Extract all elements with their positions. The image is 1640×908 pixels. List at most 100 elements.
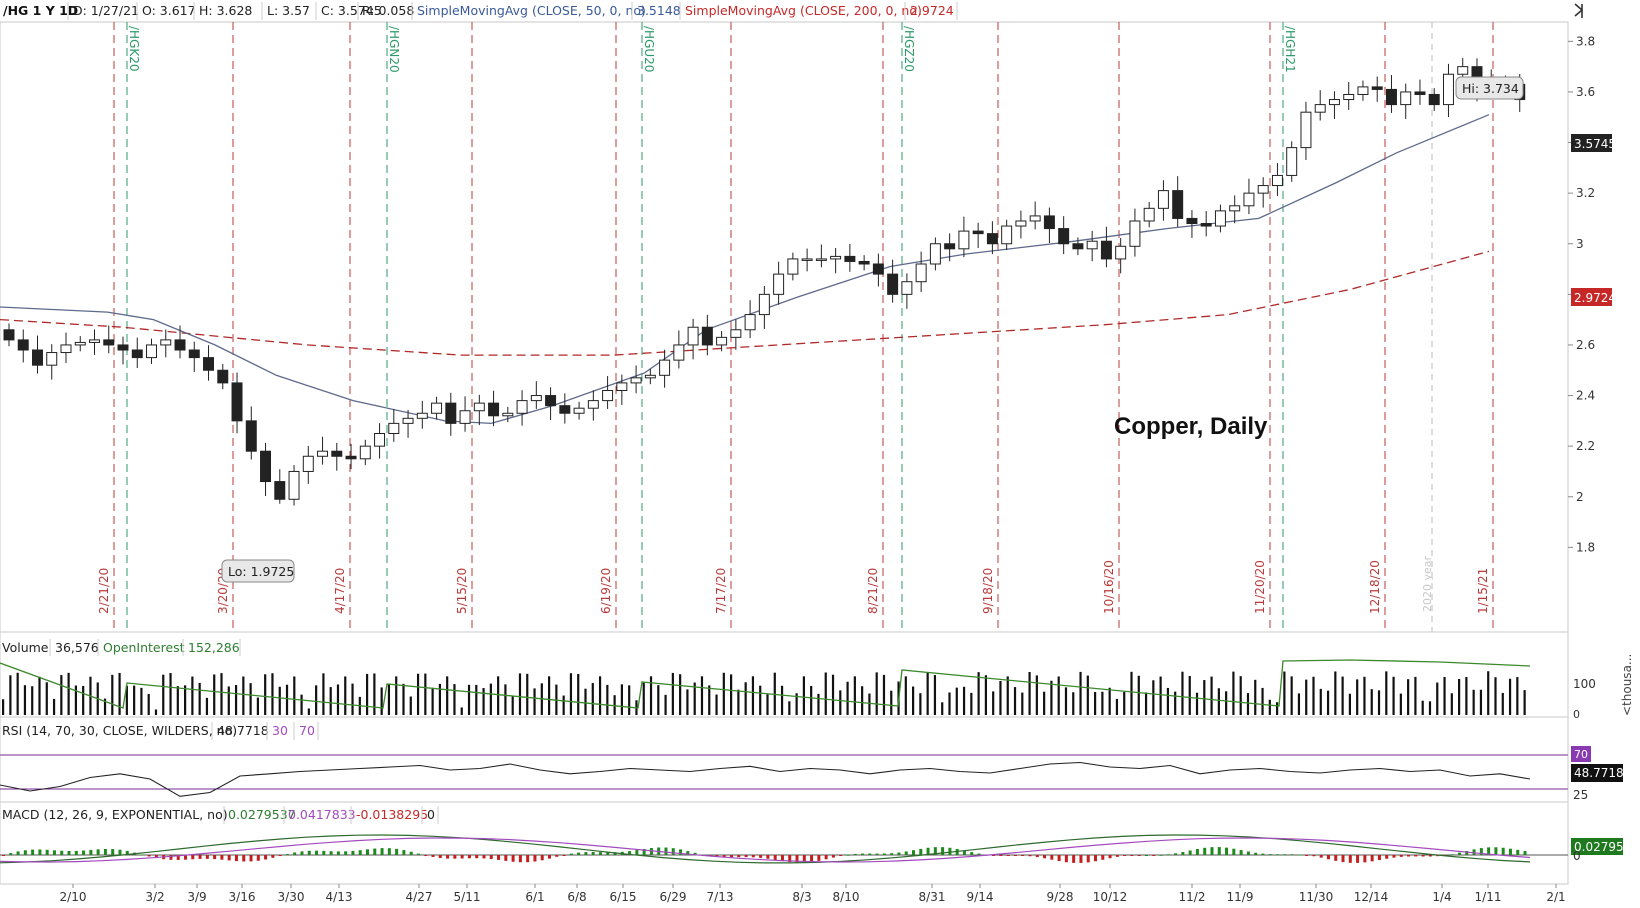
volume-bar [220, 673, 223, 715]
candle-body [203, 357, 215, 371]
macd-hist-bar [424, 855, 428, 856]
macd-hist-bar [912, 850, 915, 855]
macd-hist-bar [1377, 855, 1381, 861]
volume-bar [1079, 671, 1082, 715]
volume-bar [1290, 676, 1293, 715]
low-bubble-label: Lo: 1.9725 [228, 564, 294, 579]
x-tick-label: 8/31 [919, 890, 946, 904]
macd-avg-line [0, 837, 1531, 863]
volume-bar [23, 685, 27, 715]
macd-hist-bar [526, 855, 530, 863]
volume-value: 36,576 [55, 640, 99, 655]
macd-hist-bar [351, 850, 355, 855]
candle-body [1001, 225, 1013, 245]
sma200-label[interactable]: SimpleMovingAvg (CLOSE, 200, 0, no) [685, 3, 922, 18]
candle-body [587, 400, 599, 409]
symbol-label[interactable]: /HG 1 Y 1D [3, 3, 78, 18]
macd-hist-bar [431, 855, 435, 857]
macd-hist-bar [1137, 855, 1141, 856]
candle-body [445, 402, 457, 424]
volume-bar [1261, 687, 1264, 715]
x-tick-label: 11/2 [1179, 890, 1206, 904]
rsi-upper-tag: 70 [1571, 746, 1591, 762]
volume-bar [810, 685, 813, 715]
red-event-label: 8/21/20 [866, 568, 880, 614]
candle-body [901, 281, 913, 295]
macd-hist-bar [1217, 847, 1221, 855]
macd-hist-bar [548, 855, 551, 859]
macd-hist-bar [1407, 855, 1411, 857]
candle-body [1314, 104, 1326, 113]
volume-bar [1487, 671, 1490, 715]
volume-bar [1377, 690, 1381, 715]
volume-bar [751, 676, 755, 715]
candle-body [402, 417, 414, 424]
x-tick-label: 2/1 [1546, 890, 1565, 904]
macd-hist-bar [446, 855, 450, 859]
price-tick-label: 3 [1576, 237, 1584, 251]
macd-hist-bar [191, 855, 195, 860]
macd-hist-bar [438, 855, 442, 859]
contract-roll-label: /HGH21 [1283, 26, 1297, 73]
macd-hist-bar [147, 855, 151, 857]
candle-body [174, 339, 186, 351]
macd-hist-bar [999, 855, 1003, 856]
candle-body [131, 349, 143, 359]
volume-bar [926, 672, 929, 715]
volume-bar [912, 686, 915, 715]
macd-hist-bar [1028, 855, 1032, 857]
price-tick-label: 3.6 [1576, 85, 1595, 99]
candle-body [1143, 207, 1155, 222]
macd-hist-bar [1487, 847, 1491, 855]
volume-bar [1072, 692, 1075, 715]
volume-bar [1108, 687, 1111, 715]
volume-bar [264, 674, 267, 715]
rsi-label[interactable]: RSI (14, 70, 30, CLOSE, WILDERS, no) [2, 723, 237, 738]
x-tick-label: 3/9 [187, 890, 206, 904]
candle-body [1200, 223, 1212, 227]
candle-body [673, 344, 685, 361]
candle-body [1300, 111, 1312, 149]
macd-hist-bar [875, 853, 879, 855]
contract-roll-label: /HGU20 [642, 26, 656, 72]
x-tick-label: 8/10 [833, 890, 860, 904]
sma50-label[interactable]: SimpleMovingAvg (CLOSE, 50, 0, no) [417, 3, 646, 18]
macd-hist-bar [897, 852, 901, 855]
macd-hist-bar [1246, 851, 1250, 855]
volume-bar [234, 685, 238, 715]
candle-body [1029, 215, 1041, 222]
macd-label[interactable]: MACD (12, 26, 9, EXPONENTIAL, no) [2, 807, 228, 822]
candle-body [388, 422, 400, 435]
macd-hist-bar [344, 851, 348, 855]
volume-bar [984, 675, 987, 715]
collapse-icon[interactable] [1574, 3, 1584, 18]
volume-bar [271, 673, 274, 715]
volume-bar [133, 685, 136, 715]
volume-label[interactable]: Volume [2, 640, 49, 655]
candle-body [32, 349, 43, 366]
volume-bar [977, 672, 980, 715]
volume-bar [941, 702, 944, 715]
volume-bar [344, 676, 347, 715]
volume-bar [1137, 675, 1140, 715]
macd-hist-bar [1370, 855, 1374, 862]
macd-hist-bar [387, 848, 391, 855]
volume-bar [890, 690, 893, 715]
macd-hist-bar [941, 847, 945, 855]
volume-bar [2, 699, 5, 715]
volume-bar [402, 683, 405, 715]
x-tick-label: 2/10 [60, 890, 87, 904]
oi-label[interactable]: OpenInterest [103, 640, 185, 655]
macd-hist-bar [2, 855, 5, 856]
volume-bar [184, 685, 187, 715]
macd-hist-bar [810, 855, 814, 863]
volume-bar [52, 698, 56, 715]
macd-hist-bar [315, 850, 319, 855]
volume-bar [1392, 676, 1395, 715]
macd-hist-bar [577, 852, 581, 855]
macd-hist-bar [1043, 855, 1047, 859]
volume-bar [424, 673, 427, 715]
x-tick-label: 1/11 [1475, 890, 1502, 904]
volume-bar [1050, 680, 1053, 715]
candle-body [1286, 147, 1298, 176]
